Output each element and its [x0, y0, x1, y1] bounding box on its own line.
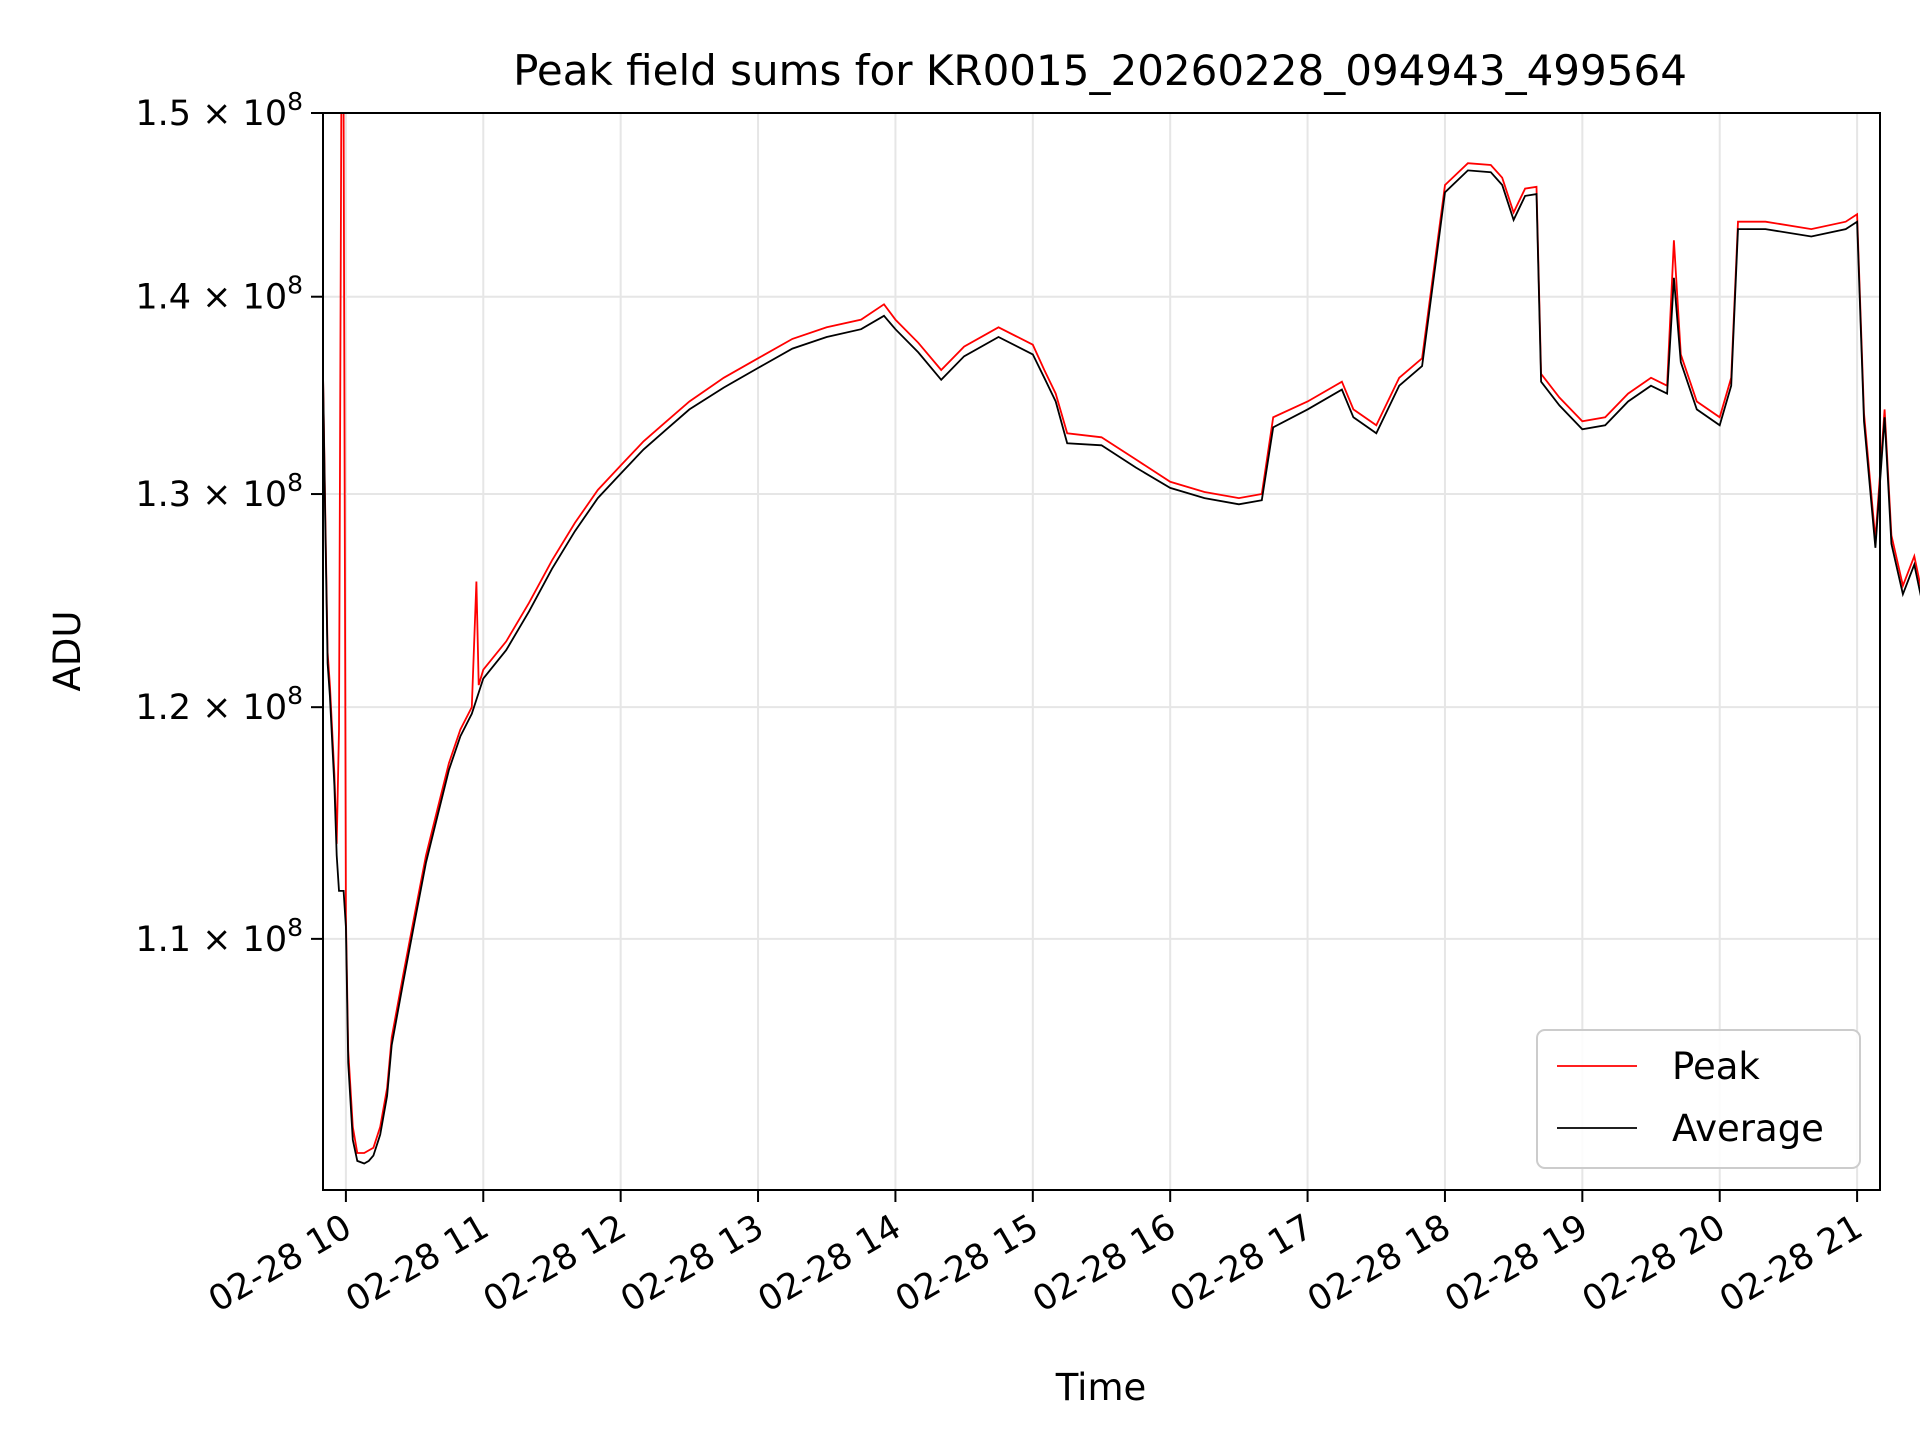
y-tick-label-1: 1.2 × 108 [135, 681, 303, 728]
plot-frame [322, 112, 1881, 1191]
x-tick-label-0: 02-28 10 [202, 1207, 358, 1320]
series-peak-line [322, 112, 1920, 1154]
x-tick-label-3: 02-28 13 [614, 1207, 770, 1320]
y-axis-label: ADU [46, 611, 89, 692]
y-tick-label-0: 1.1 × 108 [135, 913, 303, 960]
x-axis-label: Time [1055, 1366, 1147, 1409]
series-average-line [322, 169, 1920, 1165]
x-tick-label-7: 02-28 17 [1164, 1207, 1320, 1320]
legend: Peak Average [1536, 1029, 1861, 1169]
legend-box [1536, 1029, 1861, 1169]
x-tick-label-4: 02-28 14 [752, 1207, 908, 1320]
x-tick-label-10: 02-28 20 [1576, 1207, 1732, 1320]
x-tick-label-1: 02-28 11 [339, 1207, 495, 1320]
y-tick-label-3: 1.4 × 108 [135, 271, 303, 318]
x-tick-label-6: 02-28 16 [1026, 1207, 1182, 1320]
x-tick-label-11: 02-28 21 [1713, 1207, 1869, 1320]
legend-label-average: Average [1672, 1107, 1824, 1150]
y-tick-label-2: 1.3 × 108 [135, 468, 303, 515]
y-tick-label-4: 1.5 × 108 [135, 87, 303, 134]
x-tick-label-2: 02-28 12 [477, 1207, 633, 1320]
x-tick-label-5: 02-28 15 [889, 1207, 1045, 1320]
series-layer [322, 112, 1920, 1165]
x-tick-label-8: 02-28 18 [1301, 1207, 1457, 1320]
chart-title: Peak field sums for KR0015_20260228_0949… [513, 46, 1687, 95]
grid [323, 112, 1880, 1190]
y-axis-ticks: 1.1 × 108 1.2 × 108 1.3 × 108 1.4 × 108 1.5 … [135, 87, 323, 960]
legend-label-peak: Peak [1672, 1045, 1760, 1088]
x-tick-label-9: 02-28 19 [1439, 1207, 1595, 1320]
